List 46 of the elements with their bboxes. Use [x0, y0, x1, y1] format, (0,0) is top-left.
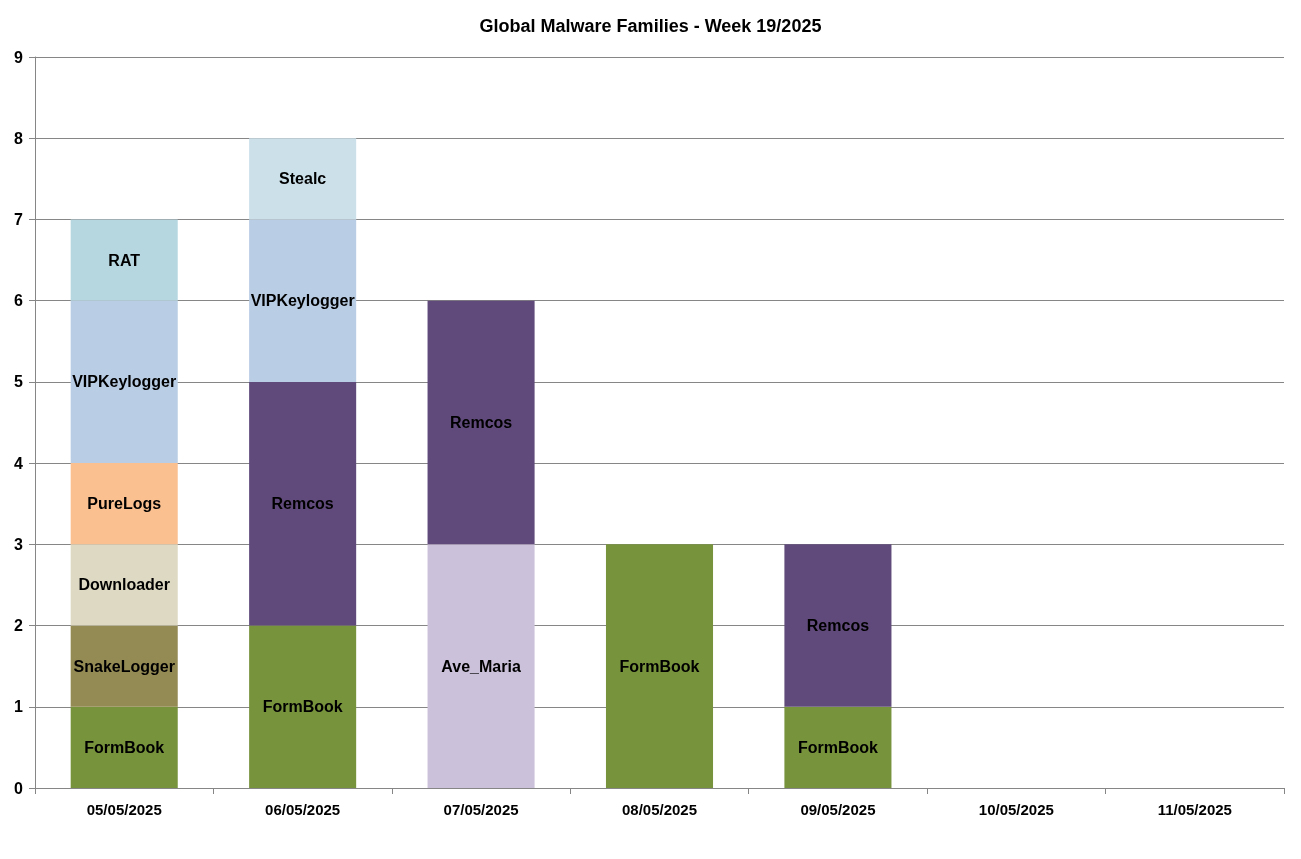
- y-tick-label: 1: [14, 698, 24, 716]
- bar: [70, 625, 178, 707]
- text: Remcos: [806, 617, 870, 635]
- x-tick-label: 05/05/2025: [86, 801, 162, 818]
- series-label: SnakeLogger: [73, 657, 175, 675]
- series-label: VIPKeylogger: [250, 292, 355, 310]
- bar: [70, 706, 178, 788]
- bar: [249, 138, 357, 220]
- series-label: Downloader: [78, 576, 170, 594]
- series-label: Stealc: [279, 170, 327, 188]
- series-label: FormBook: [84, 738, 165, 756]
- y-tick-label: 5: [14, 373, 24, 391]
- x-tick-label: 06/05/2025: [265, 801, 341, 818]
- bar: [427, 300, 535, 545]
- bar: [249, 625, 357, 788]
- text: Remcos: [271, 495, 334, 513]
- text: VIPKeylogger: [72, 373, 177, 391]
- y-tick-label: 2: [14, 617, 24, 635]
- x-tick-label: 08/05/2025: [621, 801, 698, 818]
- y-tick-label: 7: [14, 210, 24, 228]
- y-tick-label: 8: [14, 129, 24, 147]
- bar: [605, 544, 714, 788]
- y-tick-label: 3: [14, 535, 24, 553]
- series-label: RAT: [108, 251, 141, 269]
- y-tick-label: 6: [14, 292, 24, 310]
- x-tick-label: 09/05/2025: [800, 801, 876, 818]
- bar: [784, 706, 892, 788]
- bar: [784, 544, 892, 707]
- text: FormBook: [262, 698, 343, 716]
- bar: [249, 219, 357, 382]
- y-tick-label: 9: [14, 48, 24, 66]
- bar: [70, 463, 178, 545]
- x-tick-label: 07/05/2025: [443, 801, 519, 818]
- series-label: Ave_Maria: [441, 657, 521, 675]
- bar: [70, 544, 178, 626]
- text: FormBook: [797, 738, 878, 756]
- x-tick-label: 11/05/2025: [1157, 801, 1232, 818]
- text: FormBook: [619, 657, 700, 675]
- series-label: Remcos: [449, 414, 513, 431]
- y-tick-label: 4: [14, 454, 24, 472]
- chart-title: Global Malware Families - Week 19/2025: [479, 16, 822, 36]
- series-label: PureLogs: [87, 495, 162, 513]
- x-tick-label: 10/05/2025: [978, 801, 1054, 818]
- bar: [427, 544, 535, 788]
- bar: [249, 381, 357, 626]
- y-tick-label: 0: [14, 779, 24, 797]
